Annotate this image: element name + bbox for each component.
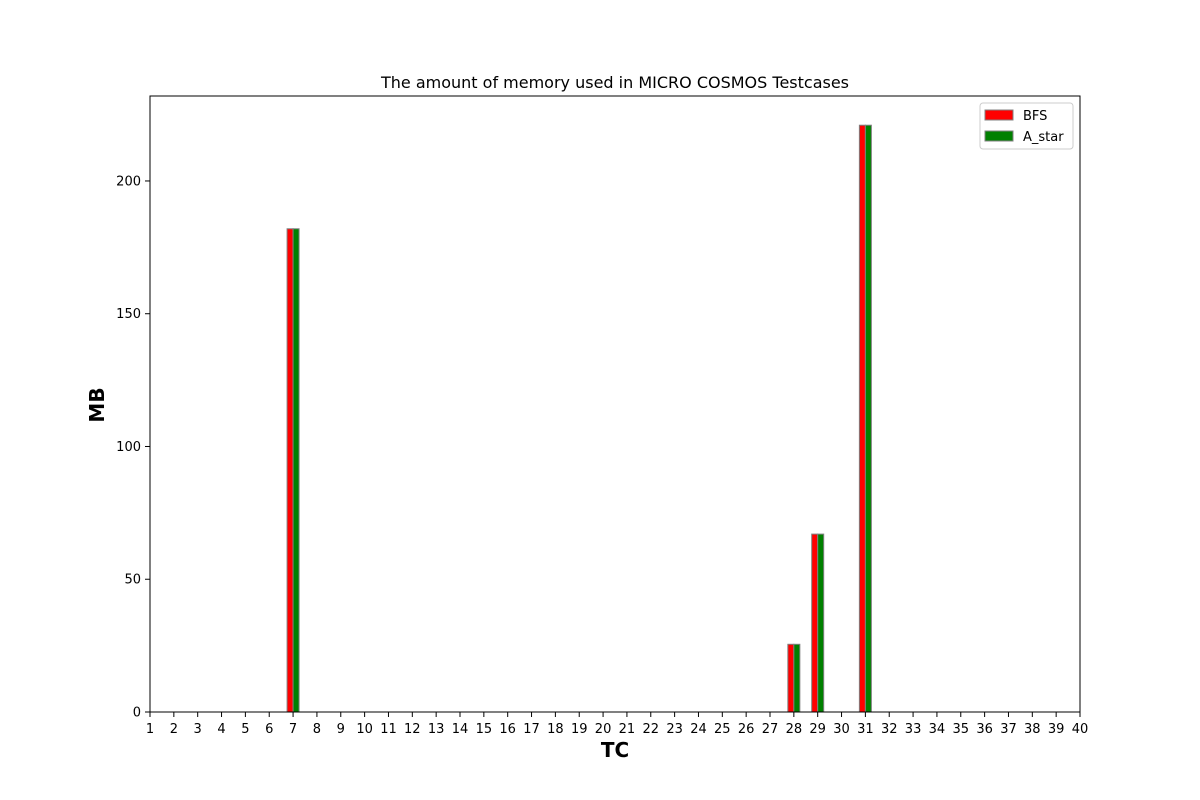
x-tick-label: 13: [428, 722, 445, 737]
x-tick-label: 12: [404, 722, 421, 737]
legend-label-bfs: BFS: [1023, 109, 1047, 124]
x-tick-label: 35: [952, 722, 969, 737]
x-tick-label: 26: [738, 722, 755, 737]
y-tick-label: 100: [116, 440, 141, 455]
x-tick-label: 16: [499, 722, 516, 737]
x-tick-label: 38: [1024, 722, 1041, 737]
x-tick-label: 36: [976, 722, 993, 737]
x-tick-label: 30: [833, 722, 850, 737]
legend: BFS A_star: [979, 102, 1074, 150]
y-tick-label: 200: [116, 174, 141, 189]
y-tick-label: 50: [124, 573, 141, 588]
x-tick-label: 28: [786, 722, 803, 737]
x-tick-label: 2: [170, 722, 178, 737]
x-tick-label: 23: [666, 722, 683, 737]
x-tick-label: 37: [1000, 722, 1017, 737]
bar-bfs-28: [787, 643, 795, 713]
x-tick-label: 3: [194, 722, 202, 737]
x-tick-label: 19: [571, 722, 588, 737]
x-tick-label: 39: [1048, 722, 1065, 737]
x-tick-label: 5: [241, 722, 249, 737]
bar-bfs-31: [858, 124, 866, 713]
chart-title: The amount of memory used in MICRO COSMO…: [380, 73, 849, 92]
bar-a-star-29: [817, 533, 825, 713]
x-tick-label: 18: [547, 722, 564, 737]
x-tick-label: 32: [881, 722, 898, 737]
x-tick-label: 29: [809, 722, 826, 737]
legend-label-a-star: A_star: [1023, 130, 1064, 145]
x-tick-label: 40: [1072, 722, 1089, 737]
y-tick-label: 0: [133, 706, 141, 721]
x-tick-label: 31: [857, 722, 874, 737]
x-axis-label: TC: [601, 738, 629, 762]
x-tick-label: 21: [619, 722, 636, 737]
x-ticks-group: 1 2 3 4 5 6 7 8 9 10 11 12 13 14 15 16 17 18 19 20 21 22 23 24 2…: [146, 712, 1088, 737]
x-tick-label: 24: [690, 722, 707, 737]
bar-a-star-31: [864, 124, 872, 713]
axes-group: [149, 95, 1081, 713]
x-tick-label: 9: [337, 722, 345, 737]
x-tick-label: 20: [595, 722, 612, 737]
x-tick-label: 1: [146, 722, 154, 737]
y-ticks-group: 0 50 100 150 200: [116, 174, 150, 721]
x-tick-label: 15: [476, 722, 493, 737]
x-tick-label: 33: [905, 722, 922, 737]
y-tick-label: 150: [116, 307, 141, 322]
x-tick-label: 8: [313, 722, 321, 737]
legend-swatch-a-star: [984, 130, 1014, 142]
x-tick-label: 14: [452, 722, 469, 737]
x-tick-label: 22: [642, 722, 659, 737]
x-tick-label: 4: [217, 722, 225, 737]
x-tick-label: 17: [523, 722, 540, 737]
x-tick-label: 11: [380, 722, 397, 737]
y-axis-label: MB: [85, 387, 109, 422]
x-tick-label: 10: [356, 722, 373, 737]
x-tick-label: 6: [265, 722, 273, 737]
x-tick-label: 34: [929, 722, 946, 737]
plot-frame: [149, 95, 1081, 713]
legend-swatch-bfs: [984, 109, 1014, 121]
x-tick-label: 25: [714, 722, 731, 737]
bars-group: [286, 124, 872, 713]
bar-bfs-7: [286, 228, 294, 713]
bar-a-star-7: [292, 228, 300, 713]
x-tick-label: 7: [289, 722, 297, 737]
bar-bfs-29: [811, 533, 819, 713]
x-tick-label: 27: [762, 722, 779, 737]
bar-a-star-28: [793, 643, 801, 713]
